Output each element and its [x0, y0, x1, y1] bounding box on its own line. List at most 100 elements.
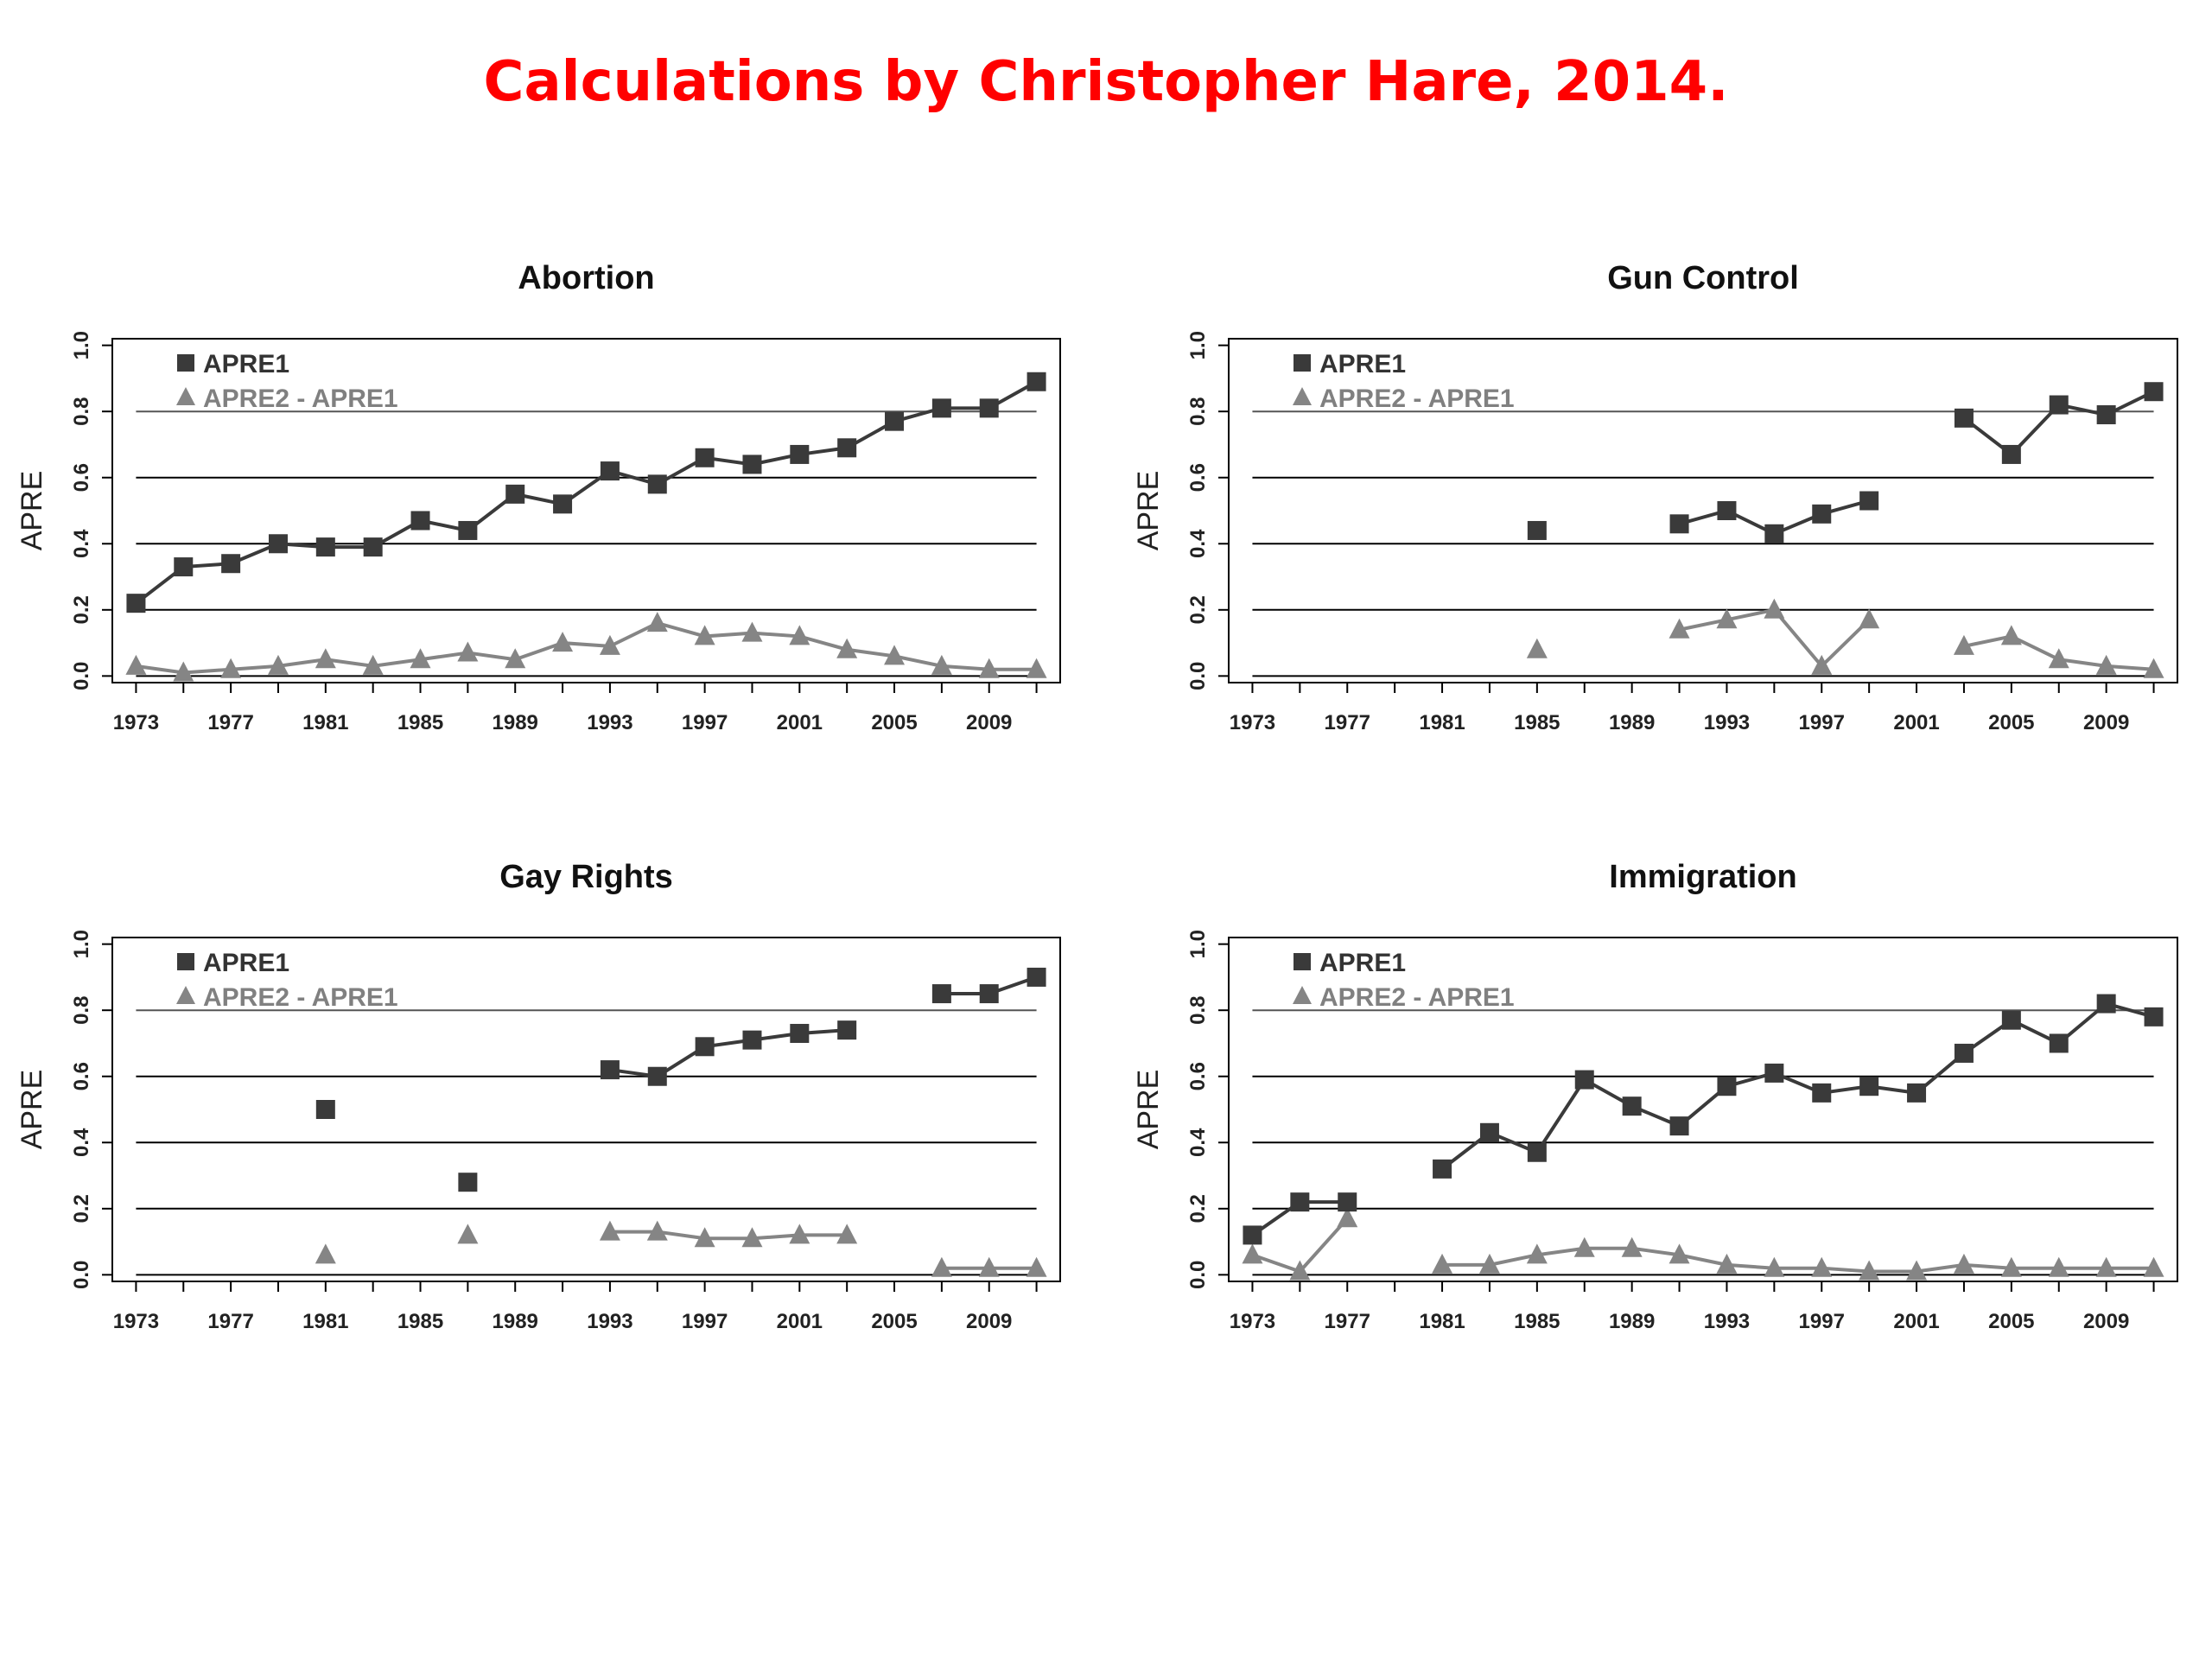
apre1-point: [790, 1023, 810, 1043]
apre1-point: [695, 1037, 715, 1057]
plot-frame: [111, 338, 1061, 683]
x-tick-label: 2001: [1893, 711, 1939, 734]
legend-square-icon: [177, 354, 194, 372]
apre1-point: [2096, 405, 2116, 425]
x-tick-label: 1985: [397, 711, 443, 734]
x-tick-label: 1981: [302, 1310, 348, 1333]
y-axis-label: APRE: [16, 471, 48, 551]
apre2-point: [1242, 1243, 1263, 1264]
apre1-point: [458, 1173, 478, 1192]
apre1-point: [1527, 520, 1547, 540]
y-tick-label: 0.8: [1186, 996, 1210, 1025]
y-axis-label: APRE: [1132, 471, 1165, 551]
apre2-point: [978, 1256, 1000, 1277]
apre2-point: [1906, 1260, 1928, 1281]
apre1-point: [885, 411, 905, 431]
apre2-point: [1478, 1253, 1500, 1274]
y-tick-label: 0.4: [70, 529, 93, 558]
y-tick-label: 1.0: [1186, 930, 1210, 958]
chart-panel-gun-control: Gun Control 0.0 0.2 0.4 0.6 0.8 1.0 1973 1977 198…: [1132, 260, 2178, 734]
legend-label-apre1: APRE1: [1319, 949, 1406, 977]
apre2-point: [1859, 608, 1880, 629]
apre1-point: [2001, 1010, 2021, 1030]
apre2-point: [646, 612, 668, 632]
x-tick-label: 2005: [871, 1310, 917, 1333]
x-tick-label: 1981: [1419, 711, 1465, 734]
apre1-point: [979, 984, 999, 1004]
apre1-point: [2144, 1007, 2164, 1027]
apre2-line: [136, 620, 1037, 675]
apre1-point: [695, 448, 715, 467]
x-tick-label: 2005: [1988, 711, 2034, 734]
apre2-point: [1669, 1243, 1690, 1264]
x-tick-label: 1977: [1325, 711, 1370, 734]
apre1-point: [1764, 1063, 1784, 1083]
apre2-point: [836, 1224, 858, 1244]
x-tick-label: 1977: [207, 1310, 253, 1333]
legend-label-apre2: APRE2 - APRE1: [1319, 385, 1515, 413]
x-tick-label: 1985: [397, 1310, 443, 1333]
apre2-point: [2000, 1256, 2022, 1277]
y-tick-label: 0.8: [70, 996, 93, 1025]
apre2-point: [789, 1224, 810, 1244]
apre1-point: [647, 474, 667, 494]
apre1-point: [1859, 491, 1879, 511]
x-tick-label: 1989: [493, 1310, 538, 1333]
plot-frame: [1228, 338, 2178, 683]
apre1-point: [2049, 1033, 2069, 1053]
y-tick-label: 1.0: [70, 331, 93, 359]
apre2-point: [1953, 634, 1974, 655]
panel-title: Abortion: [518, 260, 654, 296]
legend-label-apre2: APRE2 - APRE1: [1319, 983, 1515, 1012]
legend-label-apre2: APRE2 - APRE1: [203, 983, 398, 1012]
apre2-point: [1573, 1236, 1595, 1257]
apre1-point: [1717, 1077, 1737, 1096]
panel-title: Gun Control: [1607, 260, 1799, 296]
legend-label-apre2: APRE2 - APRE1: [203, 385, 398, 413]
x-tick-label: 1993: [1704, 1310, 1750, 1333]
apre1-point: [315, 1100, 335, 1119]
apre2-point: [884, 645, 906, 665]
apre2-point: [1669, 618, 1690, 639]
apre2-point: [836, 638, 858, 658]
apre1-point: [1954, 1043, 1974, 1063]
apre1-point: [553, 494, 573, 514]
apre2-line: [609, 1230, 848, 1241]
apre1-point: [2096, 994, 2116, 1014]
apre1-point: [221, 554, 241, 574]
legend-label-apre1: APRE1: [203, 350, 289, 378]
y-axis-label: APRE: [1132, 1070, 1165, 1150]
apre2-point: [1859, 1260, 1880, 1281]
apre2-point: [267, 654, 289, 675]
x-tick-label: 1981: [302, 711, 348, 734]
apre2-line: [1442, 1246, 2154, 1274]
apre1-point: [1243, 1225, 1262, 1245]
apre1-point: [2144, 382, 2164, 402]
apre2-point: [457, 1224, 479, 1244]
y-tick-label: 0.4: [1186, 529, 1210, 558]
apre2-point: [1026, 658, 1047, 678]
x-tick-label: 1993: [1704, 711, 1750, 734]
apre2-point: [599, 1220, 620, 1241]
apre2-point: [931, 654, 952, 675]
legend-triangle-icon: [1293, 986, 1312, 1004]
apre1-point: [505, 484, 525, 504]
apre1-point: [1812, 504, 1832, 524]
x-tick-label: 1989: [493, 711, 538, 734]
apre1-point: [837, 1020, 857, 1040]
apre1-point: [126, 594, 146, 613]
apre2-point: [552, 632, 574, 652]
x-tick-label: 1981: [1419, 1310, 1465, 1333]
x-tick-label: 2005: [1988, 1310, 2034, 1333]
apre1-point: [931, 984, 951, 1004]
apre1-point: [1764, 524, 1784, 543]
apre1-point: [600, 1060, 620, 1080]
x-tick-label: 2009: [966, 711, 1012, 734]
apre1-point: [979, 398, 999, 418]
apre2-point: [1764, 1256, 1785, 1277]
apre1-point: [315, 537, 335, 557]
apre1-point: [1859, 1077, 1879, 1096]
apre1-point: [1907, 1083, 1927, 1103]
apre2-point: [694, 625, 715, 645]
x-tick-label: 2009: [2083, 1310, 2129, 1333]
